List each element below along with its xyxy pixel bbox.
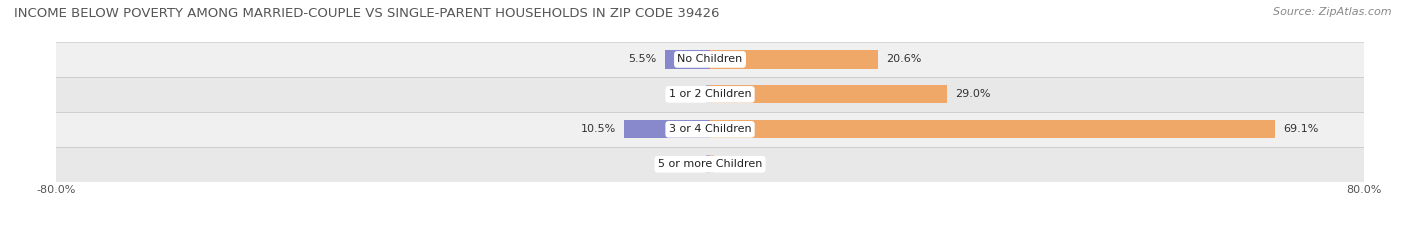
Bar [710,50,879,69]
Text: 5.5%: 5.5% [628,55,657,64]
Bar [710,85,948,103]
Bar [624,120,710,138]
Text: 3 or 4 Children: 3 or 4 Children [669,124,751,134]
Text: No Children: No Children [678,55,742,64]
Bar [665,50,710,69]
Text: 0.0%: 0.0% [723,159,751,169]
Bar [56,112,1364,147]
Text: Source: ZipAtlas.com: Source: ZipAtlas.com [1274,7,1392,17]
Bar [56,42,1364,77]
Bar [706,155,710,173]
Text: 29.0%: 29.0% [955,89,991,99]
Bar [56,147,1364,182]
Bar [710,120,1275,138]
Text: 0.0%: 0.0% [669,159,697,169]
Text: 5 or more Children: 5 or more Children [658,159,762,169]
Text: 1 or 2 Children: 1 or 2 Children [669,89,751,99]
Bar [706,85,710,103]
Bar [56,77,1364,112]
Text: 20.6%: 20.6% [887,55,922,64]
Bar [710,155,714,173]
Text: INCOME BELOW POVERTY AMONG MARRIED-COUPLE VS SINGLE-PARENT HOUSEHOLDS IN ZIP COD: INCOME BELOW POVERTY AMONG MARRIED-COUPL… [14,7,720,20]
Text: 69.1%: 69.1% [1282,124,1319,134]
Text: 10.5%: 10.5% [581,124,616,134]
Text: 0.0%: 0.0% [669,89,697,99]
